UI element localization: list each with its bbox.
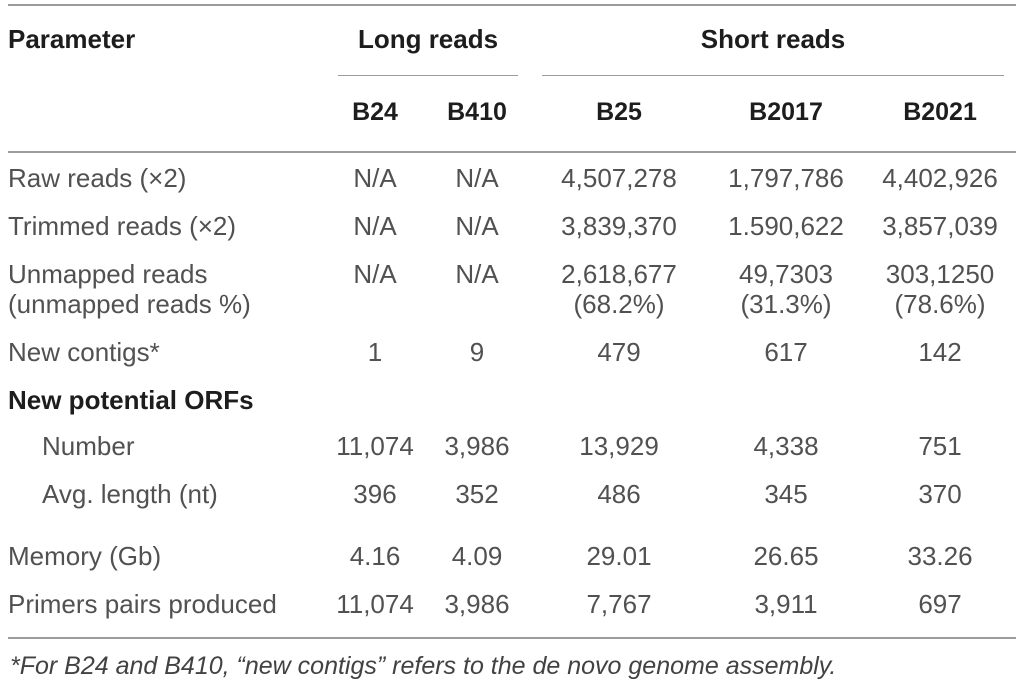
- table-cell: 352: [455, 479, 499, 509]
- table-cell: 1.590,622: [728, 211, 844, 241]
- cell-value: 49,7303: [739, 259, 833, 289]
- table-cell: 1: [367, 337, 383, 367]
- table-cell: 9: [469, 337, 485, 367]
- table-body: Raw reads (×2) N/A N/A 4,507,278 1,797,7…: [8, 152, 1017, 639]
- table-row-raw-reads: Raw reads (×2) N/A N/A 4,507,278 1,797,7…: [8, 152, 1016, 201]
- table-cell: 49,7303 (31.3%): [708, 249, 864, 327]
- column-header-b2017: B2017: [708, 76, 865, 153]
- table-row-memory: Memory (Gb) 4.16 4.09 29.01 26.65 33.26: [8, 517, 1016, 579]
- table-cell: 7,767: [530, 579, 709, 639]
- results-table: Parameter Long reads Short reads B24 B41…: [8, 4, 1017, 639]
- short-reads-group-header: Short reads: [530, 5, 1016, 76]
- cell-percent: (78.6%): [894, 289, 986, 319]
- row-label: New contigs*: [8, 337, 160, 367]
- table-row-unmapped-reads: Unmapped reads (unmapped reads %) N/A N/…: [8, 249, 1016, 327]
- cell-value: 2,618,677: [561, 259, 677, 289]
- cell-value: 303,1250: [885, 259, 995, 289]
- table-section-new-potential-orfs: New potential ORFs: [8, 375, 1016, 421]
- table-cell: 11,074: [336, 431, 414, 461]
- table-cell: 3,986: [444, 431, 510, 461]
- cell-percent: (31.3%): [740, 289, 832, 319]
- row-label: Memory (Gb): [8, 541, 162, 571]
- long-reads-group-underline: Long reads: [338, 24, 519, 76]
- short-reads-group-label: Short reads: [700, 24, 846, 54]
- table-cell: 3,857,039: [882, 211, 998, 241]
- table-cell: 396: [353, 479, 397, 509]
- table-header: Parameter Long reads Short reads B24 B41…: [8, 5, 1017, 153]
- table-cell: 4,507,278: [561, 163, 677, 193]
- table-cell: 303,1250 (78.6%): [864, 249, 1016, 327]
- table-cell: 617: [764, 337, 808, 367]
- table-footnote: *For B24 and B410, “new contigs” refers …: [10, 652, 837, 680]
- table-cell: 4.09: [451, 541, 503, 571]
- table-cell: N/A: [353, 163, 397, 193]
- table-cell: 4.16: [349, 541, 401, 571]
- short-reads-group-underline: Short reads: [542, 24, 1005, 76]
- row-label-line2: (unmapped reads %): [8, 289, 251, 319]
- table-cell: 3,911: [708, 579, 865, 639]
- parameter-column-header: Parameter: [8, 5, 326, 153]
- table-cell: 697: [864, 579, 1017, 639]
- table-row-trimmed-reads: Trimmed reads (×2) N/A N/A 3,839,370 1.5…: [8, 201, 1016, 249]
- cell-value: N/A: [455, 259, 499, 289]
- row-label: Raw reads (×2): [8, 163, 187, 193]
- header-columns-row: B24 B410 B25 B2017 B2021: [8, 76, 1017, 153]
- column-header-b25: B25: [530, 76, 709, 153]
- header-group-row: Parameter Long reads Short reads: [8, 5, 1016, 153]
- table-cell: 3,839,370: [561, 211, 677, 241]
- table-cell: 33.26: [907, 541, 973, 571]
- row-label: Primers pairs produced: [8, 579, 326, 639]
- table-cell: 26.65: [753, 541, 819, 571]
- table-cell: N/A: [455, 211, 499, 241]
- table-cell: 479: [597, 337, 641, 367]
- row-label: Trimmed reads (×2): [8, 211, 237, 241]
- table-cell: 751: [918, 431, 962, 461]
- table-row-primers-pairs: Primers pairs produced 11,074 3,986 7,76…: [8, 579, 1017, 639]
- table-cell: N/A: [424, 249, 530, 327]
- long-reads-group-header: Long reads: [326, 5, 530, 76]
- table-cell: 11,074: [326, 579, 424, 639]
- row-label: Number: [42, 431, 135, 461]
- section-label: New potential ORFs: [8, 385, 254, 415]
- table-cell: 345: [764, 479, 808, 509]
- table-cell: 4,402,926: [882, 163, 998, 193]
- table-cell: 486: [597, 479, 641, 509]
- table-cell: 4,338: [753, 431, 819, 461]
- table-cell: 370: [918, 479, 962, 509]
- cell-percent: (68.2%): [573, 289, 665, 319]
- table-cell: 2,618,677 (68.2%): [530, 249, 708, 327]
- table-cell: 3,986: [424, 579, 531, 639]
- cell-value: N/A: [353, 259, 397, 289]
- table-cell: N/A: [455, 163, 499, 193]
- column-header-b410: B410: [424, 76, 531, 153]
- table-cell: 13,929: [579, 431, 659, 461]
- table-cell: N/A: [353, 211, 397, 241]
- table-row-orf-avg-length: Avg. length (nt) 396 352 486 345 370: [8, 469, 1016, 517]
- row-label-line1: Unmapped reads: [8, 259, 208, 289]
- row-label: Unmapped reads (unmapped reads %): [8, 249, 326, 327]
- table-cell: 142: [918, 337, 962, 367]
- table-cell: 1,797,786: [728, 163, 844, 193]
- long-reads-group-label: Long reads: [357, 24, 499, 54]
- column-header-b24: B24: [326, 76, 424, 153]
- table-cell: 29.01: [586, 541, 652, 571]
- table-cell: N/A: [326, 249, 424, 327]
- table-row-new-contigs: New contigs* 1 9 479 617 142: [8, 327, 1016, 375]
- row-label: Avg. length (nt): [42, 479, 218, 509]
- column-header-b2021: B2021: [864, 76, 1017, 153]
- table-row-orf-number: Number 11,074 3,986 13,929 4,338 751: [8, 421, 1016, 469]
